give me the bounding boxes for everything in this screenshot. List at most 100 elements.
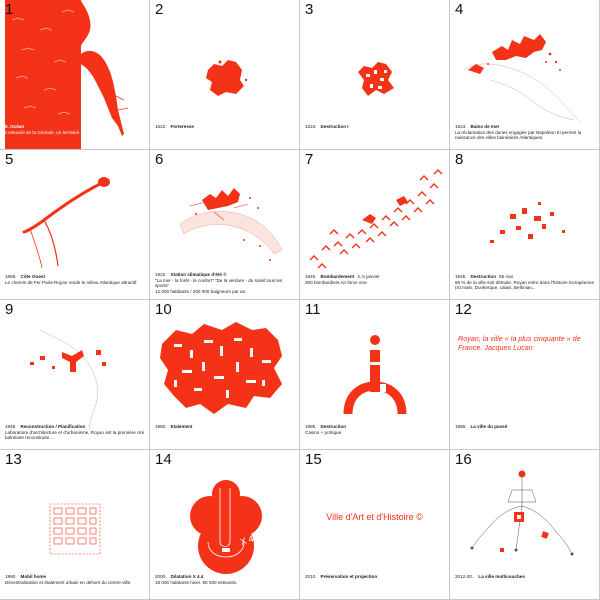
panel-number: 9 [5,301,14,318]
urban-sprawl-map [160,322,282,414]
panel-title: Destruction [320,424,347,429]
panel-number: 4 [455,1,464,18]
panel-number: 2 [155,1,164,18]
panel-4: 4 1823. Bains de mer La réclamation des d… [450,0,600,150]
panel-title: Mobil home [20,574,47,579]
panel-title: Dilatation X 4.4 [170,574,204,579]
panel-9: 9 1948. Reconstruction / Planification La… [0,300,150,450]
dilatation-illustration [190,480,262,574]
panel-number: 15 [305,451,322,468]
panel-number: 14 [155,451,172,468]
panel-year: 1986. [455,424,467,429]
panel-title: Bains de mer [470,124,500,129]
panel-caption: 1948. Reconstruction / Planification Labo… [5,424,145,441]
panel-description: La réclamation des dunes engagée par Nap… [455,129,582,141]
panel-number: 1 [5,1,14,18]
panel-13: 13 1990. Mobil home Décentralisation et é… [0,450,150,600]
panel-year: 1922. [155,272,167,277]
destruction-1945-map [490,202,565,243]
panel-14: 14 X 4.4 2000. Dilatation X 4.4 18 000 ha… [150,450,300,600]
panel-year: 1945. [455,274,467,279]
panel-title: Bombardement [320,274,355,279]
panel-number: 13 [5,451,22,468]
casino-portico-illustration [343,335,407,415]
panel-title: Préservation et projection [320,574,378,579]
panel-10: 10 1960. Etalement [150,300,300,450]
panel-5: 5 1888. Côte Ouest Le chemin de Fer Paris… [0,150,150,300]
panel-number: 12 [455,301,472,318]
panel-year: 1622. [155,124,167,129]
destruction-map [358,62,394,96]
panel-3: 3 1623. Destruction I [300,0,450,150]
panel-title: Etalement [170,424,193,429]
panel-caption: 1945. Bombardement 4, 5 janvier 300 bombar… [305,274,445,285]
bombing-illustration [309,169,443,269]
panel-number: 5 [5,151,14,168]
art-history-label: Ville d'Art et d'Histoire © [326,512,423,522]
panel-number: 10 [155,301,172,318]
panel-description-2: 12 000 habitants / 200 000 baigneurs par… [155,288,247,294]
seaside-baths-map [463,34,581,123]
panel-caption: 1960. Etalement [155,424,295,430]
panel-year: 1888. [5,274,17,279]
panel-number: 7 [305,151,314,168]
panel-extra: 4, 5 janvier [357,274,380,279]
panel-year: 2012-20.. [455,574,475,579]
panel-year: 1960. [155,424,167,429]
panel-title: Destruction [470,274,497,279]
panel-caption: 2000. Dilatation X 4.4 18 000 habitants h… [155,574,295,585]
panel-title: 0. Océan [5,124,25,129]
panel-caption: 1623. Destruction I [305,124,445,130]
ocean-estuary-illustration [5,0,129,149]
panel-number: 8 [455,151,464,168]
panel-8: 8 1945. Destruction 85 mai 85 % de la vill… [450,150,600,300]
panel-year: 1990. [5,574,17,579]
panel-caption: 1990. Mobil home Décentralisation et étal… [5,574,145,585]
panel-title: La ville multicouches [478,574,525,579]
panel-year: 1623. [305,124,317,129]
summer-resort-map [179,188,283,261]
panel-7: 7 1945. Bombardement 4, 5 janvier 300 bomb… [300,150,450,300]
panel-caption: 1945. Destruction 85 mai 85 % de la ville … [455,274,595,291]
panel-caption: 1922. Station climatique d'été © "La mer … [155,272,295,294]
panel-extra: 85 mai [499,274,513,279]
panel-number: 11 [305,301,321,318]
panel-year: 1823. [455,124,467,129]
panel-description: Casino + portique [305,429,342,435]
panel-number: 6 [155,151,164,168]
panel-title: Station climatique d'été © [170,272,227,277]
panel-16: 16 2012-20.. La ville multicouches [450,450,600,600]
panel-12: 12 Royan, la ville « la plus cinquante »… [450,300,600,450]
panel-year: 1948. [5,424,17,429]
panel-15: 15 Ville d'Art et d'Histoire © 2010. Prés… [300,450,450,600]
panel-description: Décentralisation et étalement urbain en … [5,579,132,585]
panel-number: 3 [305,1,314,18]
panel-year: 2010. [305,574,317,579]
reconstruction-plan-map [30,329,106,431]
panel-title: Reconstruction / Planification [20,424,86,429]
panel-11: 11 1985. Destruction Casino + portique [300,300,450,450]
panel-2: 2 1622. Forteresse [150,0,300,150]
panel-caption: 1823. Bains de mer La réclamation des dun… [455,124,595,141]
panel-year: 1945. [305,274,317,279]
panel-quote: Royan, la ville « la plus cinquante » de… [458,334,581,352]
panel-caption: 1986. La ville du passé [455,424,595,430]
panel-caption: 1985. Destruction Casino + portique [305,424,445,435]
panel-description: "La mer - la forêt - le confort" "De la … [155,277,283,289]
panel-description: 300 bombardiers Air force one. [305,279,368,285]
panel-caption: 1888. Côte Ouest Le chemin de Fer Paris-R… [5,274,145,285]
panel-1: 1 0. Océan L'estuaire de la Gironde, un … [0,0,150,150]
fortress-map [206,60,248,96]
panel-6: 6 1922. Station climatique d'été © "La me… [150,150,300,300]
panel-year: 2000. [155,574,167,579]
panel-title: La ville du passé [470,424,508,429]
panel-caption: 0. Océan L'estuaire de la Gironde, un te… [5,124,145,135]
panel-number: 16 [455,451,472,468]
panel-description: L'estuaire de la Gironde, un territoire … [5,129,110,135]
panel-caption: 1622. Forteresse [155,124,295,130]
panel-title: Destruction I [320,124,349,129]
mobile-home-grid-illustration [49,503,101,555]
panel-title: Forteresse [170,124,195,129]
panel-caption: 2010. Préservation et projection [305,574,445,580]
